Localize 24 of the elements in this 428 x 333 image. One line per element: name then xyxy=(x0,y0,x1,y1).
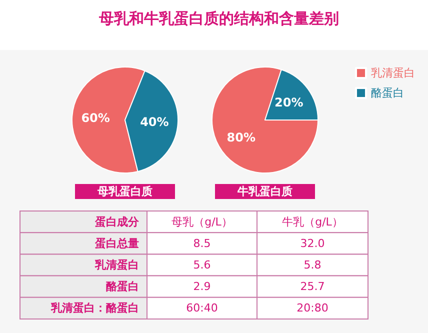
data-label: 20:80 xyxy=(296,302,328,315)
category-label: 乳清蛋白 xyxy=(94,258,139,272)
series-label: 母乳（g/L） xyxy=(172,215,232,228)
data-label: 8.5 xyxy=(193,236,211,250)
slice-label: 牛乳蛋白质 xyxy=(236,185,292,198)
data-label: 32.0 xyxy=(300,236,325,250)
data-label: 60:40 xyxy=(186,302,218,315)
data-label: 20% xyxy=(274,96,304,110)
data-label: 5.8 xyxy=(304,258,322,272)
category-label: 乳清蛋白：酪蛋白 xyxy=(50,302,139,315)
text: 蛋白成分 xyxy=(94,215,140,228)
slice-label: 母乳蛋白质 xyxy=(96,185,152,198)
category-label: 酪蛋白 xyxy=(106,280,139,294)
legend-label: 酪蛋白 xyxy=(371,86,404,100)
category-label: 蛋白总量 xyxy=(94,236,139,250)
data-label: 80% xyxy=(226,130,256,144)
chart-title: 母乳和牛乳蛋白质的结构和含量差别 xyxy=(98,10,339,28)
data-label: 2.9 xyxy=(193,280,211,294)
data-label: 5.6 xyxy=(193,258,211,272)
data-label: 40% xyxy=(140,115,169,130)
legend-label: 乳清蛋白 xyxy=(371,66,415,80)
data-label: 25.7 xyxy=(300,280,325,294)
data-label: 60% xyxy=(81,110,110,125)
series-label: 牛乳（g/L） xyxy=(282,215,343,228)
